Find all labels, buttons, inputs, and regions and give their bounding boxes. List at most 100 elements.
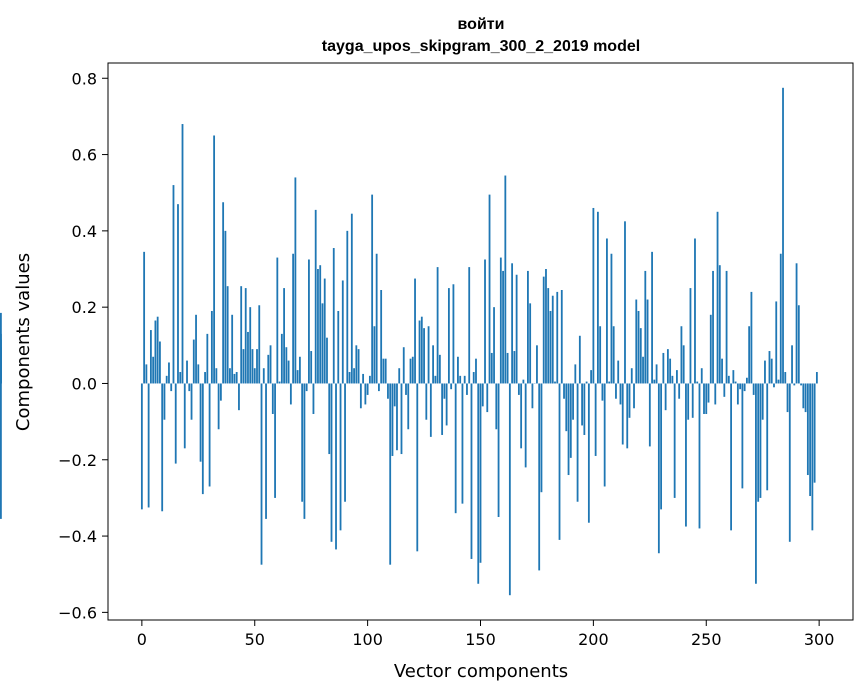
bar: [759, 383, 762, 498]
bar: [755, 383, 757, 584]
bar: [621, 383, 624, 445]
bar: [791, 345, 793, 384]
bar: [757, 383, 760, 502]
bar: [524, 383, 527, 468]
bar: [201, 383, 204, 495]
bars-group: [0, 87, 818, 596]
bar: [788, 383, 791, 542]
bar: [274, 383, 276, 498]
bar: [707, 383, 710, 403]
bar: [253, 368, 256, 384]
bar: [770, 358, 773, 384]
bar: [389, 383, 392, 565]
bar: [350, 213, 353, 384]
bar: [174, 383, 177, 464]
bar: [712, 270, 714, 384]
bar: [477, 383, 480, 584]
bar: [337, 310, 340, 384]
bar: [732, 370, 735, 384]
bar: [445, 383, 448, 426]
bar: [633, 383, 635, 409]
bar: [486, 383, 489, 413]
bar: [140, 383, 143, 510]
bar: [549, 310, 552, 384]
bar: [222, 202, 225, 384]
bar: [714, 383, 717, 405]
bar: [596, 211, 599, 384]
bar: [466, 383, 468, 395]
bar: [454, 383, 457, 514]
bar: [179, 372, 182, 384]
bar: [310, 351, 313, 384]
bar: [779, 253, 782, 384]
bar: [608, 381, 611, 384]
bar: [806, 383, 809, 476]
bar: [545, 269, 547, 384]
bar: [624, 221, 626, 384]
ticks-group: 0 50 100 150 200 250 300 −0.6 −0.4 −0.2 0.0 0.2 0.4 0…: [58, 69, 834, 649]
bar: [479, 383, 482, 563]
bar: [554, 381, 556, 384]
bar: [427, 326, 430, 384]
bar: [296, 370, 299, 384]
bar: [447, 288, 450, 384]
bar: [450, 383, 453, 390]
bar: [815, 372, 818, 384]
bar: [585, 381, 588, 384]
bar: [802, 383, 805, 409]
bar: [468, 267, 471, 384]
bar: [418, 320, 421, 384]
bar: [380, 290, 383, 384]
bar: [226, 286, 229, 384]
bar: [594, 383, 597, 456]
bar: [626, 383, 629, 449]
bar: [705, 383, 708, 414]
bar: [576, 383, 579, 502]
bar: [703, 383, 705, 414]
bar: [764, 360, 766, 384]
y-tick-label: 0.2: [72, 298, 97, 317]
bar: [734, 381, 737, 384]
bar: [743, 383, 746, 392]
bar: [188, 383, 191, 392]
bar: [646, 299, 649, 384]
bar: [666, 349, 669, 384]
y-tick-label: 0.0: [72, 374, 97, 393]
x-tick-label: 50: [245, 630, 265, 649]
bar: [328, 383, 331, 455]
bar: [556, 291, 559, 384]
bar: [542, 276, 545, 384]
bar: [143, 251, 146, 384]
bar: [578, 335, 581, 384]
bar: [319, 265, 322, 384]
bar: [761, 383, 764, 420]
bar: [161, 383, 164, 512]
bar: [195, 314, 197, 384]
bar: [506, 352, 509, 384]
bar: [249, 307, 252, 384]
bar: [400, 383, 403, 455]
bar: [565, 383, 568, 432]
bar: [669, 358, 672, 384]
bar: [739, 383, 742, 390]
bar: [287, 360, 290, 384]
bar: [527, 270, 529, 384]
bar: [229, 368, 231, 384]
bar: [382, 358, 385, 384]
y-tick-label: −0.2: [58, 451, 97, 470]
bar: [736, 383, 739, 405]
bar: [443, 383, 446, 399]
bar: [592, 207, 595, 384]
bar: [657, 383, 660, 554]
bar: [368, 375, 371, 384]
bar: [280, 333, 283, 384]
bar: [497, 383, 500, 517]
bar: [508, 383, 511, 596]
bar: [235, 372, 238, 384]
bar: [610, 253, 613, 384]
bar: [436, 267, 439, 384]
bar: [642, 356, 644, 384]
bar: [278, 381, 281, 384]
bar: [800, 383, 802, 386]
x-axis-label: Vector components: [394, 661, 568, 682]
